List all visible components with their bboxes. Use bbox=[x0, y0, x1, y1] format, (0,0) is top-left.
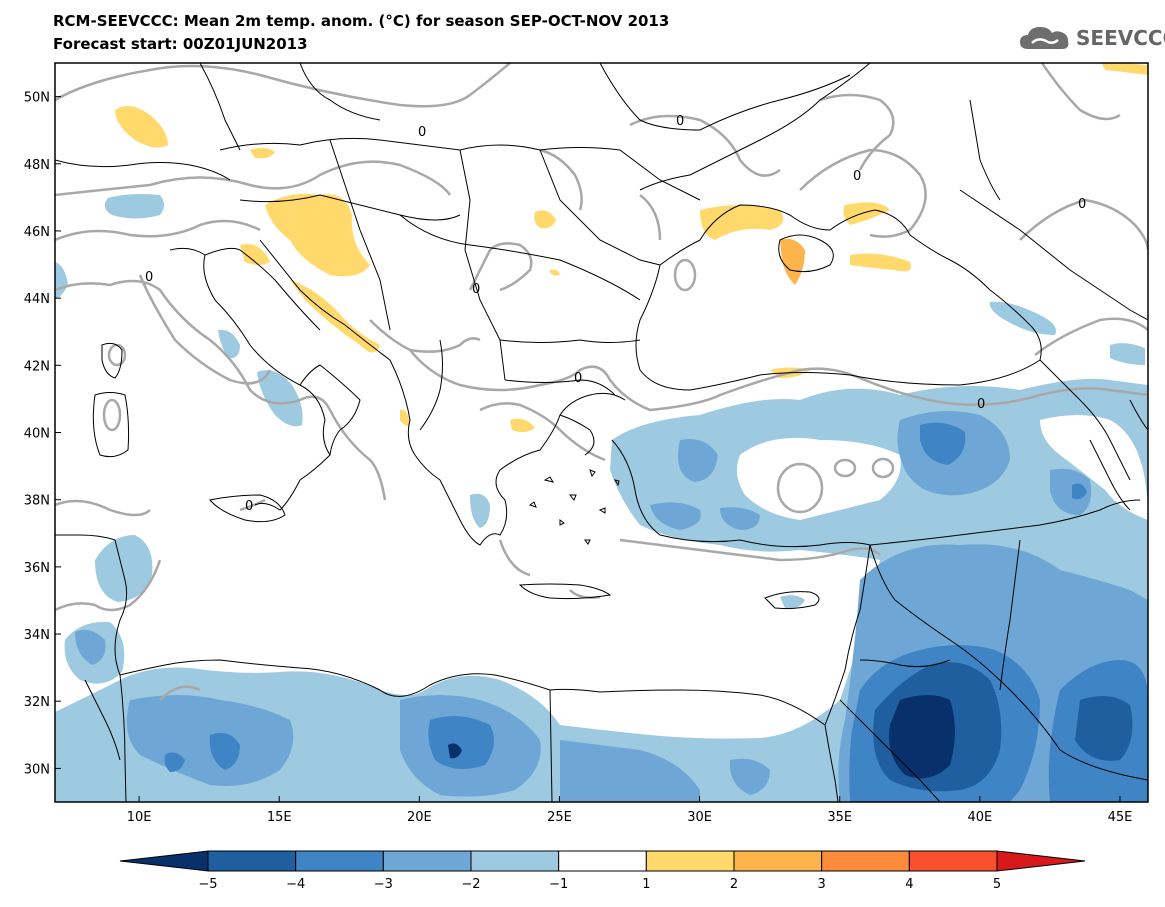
colorbar-label: 1 bbox=[642, 877, 650, 892]
contour-label: 0 bbox=[1078, 197, 1086, 212]
colorbar-box bbox=[470, 850, 560, 872]
seevccc-logo: SEEVCCC bbox=[1018, 22, 1165, 54]
colorbar-box bbox=[645, 850, 735, 872]
contour-label: 0 bbox=[853, 169, 861, 184]
colorbar-box bbox=[908, 850, 998, 872]
contour-label: 0 bbox=[145, 270, 153, 285]
colorbar-box bbox=[558, 850, 647, 872]
lat-tick-label: 46N bbox=[24, 225, 50, 240]
lon-tick-label: 40E bbox=[967, 810, 992, 825]
lat-tick-label: 48N bbox=[24, 158, 50, 173]
cloud-logo-icon bbox=[1020, 27, 1069, 49]
colorbar-label: −5 bbox=[198, 877, 217, 892]
lon-tick-label: 20E bbox=[407, 810, 432, 825]
lat-tick-label: 32N bbox=[24, 695, 50, 710]
coastlines-and-borders bbox=[55, 63, 1148, 802]
colorbar-label: 5 bbox=[993, 877, 1001, 892]
zero-contour-closed-loops bbox=[102, 258, 895, 514]
lon-tick-label: 35E bbox=[827, 810, 852, 825]
colorbar-label: −4 bbox=[286, 877, 305, 892]
zero-contour-lines bbox=[55, 63, 1148, 701]
logo-text: SEEVCCC bbox=[1076, 26, 1165, 50]
latitude-axis: 30N 32N 34N 36N 38N 40N 42N 44N 46N 48N 50N bbox=[24, 91, 61, 777]
colorbar-low-extension bbox=[119, 850, 209, 872]
anomaly-fill-orange bbox=[780, 238, 805, 285]
lat-tick-label: 36N bbox=[24, 561, 50, 576]
colorbar-box bbox=[207, 850, 297, 872]
lat-tick-label: 40N bbox=[24, 427, 50, 442]
contour-label: 0 bbox=[676, 114, 684, 129]
lat-tick-label: 42N bbox=[24, 359, 50, 374]
map-title: RCM-SEEVCCC: Mean 2m temp. anom. (°C) fo… bbox=[53, 12, 670, 30]
lat-tick-label: 38N bbox=[24, 494, 50, 509]
contour-label: 0 bbox=[245, 499, 253, 514]
lat-tick-label: 30N bbox=[24, 762, 50, 777]
map-area: 0 0 0 0 0 0 0 0 0 bbox=[55, 63, 1148, 802]
contour-label: 0 bbox=[472, 282, 480, 297]
colorbar-box bbox=[382, 850, 472, 872]
lon-tick-label: 30E bbox=[687, 810, 712, 825]
lat-tick-label: 34N bbox=[24, 628, 50, 643]
caucasus-neutral-area bbox=[1040, 415, 1148, 520]
contour-label: 0 bbox=[574, 371, 582, 386]
lon-tick-label: 10E bbox=[127, 810, 152, 825]
longitude-axis: 10E 15E 20E 25E 30E 35E 40E 45E bbox=[127, 796, 1133, 825]
colorbar-box bbox=[295, 850, 384, 872]
colorbar-label: 4 bbox=[905, 877, 913, 892]
forecast-start-label: Forecast start: 00Z01JUN2013 bbox=[53, 35, 308, 53]
colorbar-box bbox=[733, 850, 823, 872]
lon-tick-label: 25E bbox=[547, 810, 572, 825]
anatolia-neutral-area bbox=[736, 437, 901, 520]
anomaly-fill-darkest-blue bbox=[448, 662, 1133, 792]
lon-tick-label: 15E bbox=[267, 810, 292, 825]
contour-labels: 0 0 0 0 0 0 0 0 0 bbox=[145, 114, 1086, 514]
colorbar-high-extension bbox=[996, 850, 1086, 872]
colorbar-label: 3 bbox=[818, 877, 826, 892]
colorbar-label: −2 bbox=[461, 877, 480, 892]
colorbar-label: −3 bbox=[374, 877, 393, 892]
contour-label: 0 bbox=[977, 397, 985, 412]
lon-tick-label: 45E bbox=[1108, 810, 1133, 825]
colorbar: −5 −4 −3 −2 −1 1 2 3 4 5 bbox=[119, 850, 1086, 892]
lat-tick-label: 44N bbox=[24, 292, 50, 307]
colorbar-label: 2 bbox=[730, 877, 738, 892]
lat-tick-label: 50N bbox=[24, 91, 50, 106]
colorbar-box bbox=[821, 850, 910, 872]
contour-label: 0 bbox=[418, 125, 426, 140]
colorbar-label: −1 bbox=[549, 877, 568, 892]
